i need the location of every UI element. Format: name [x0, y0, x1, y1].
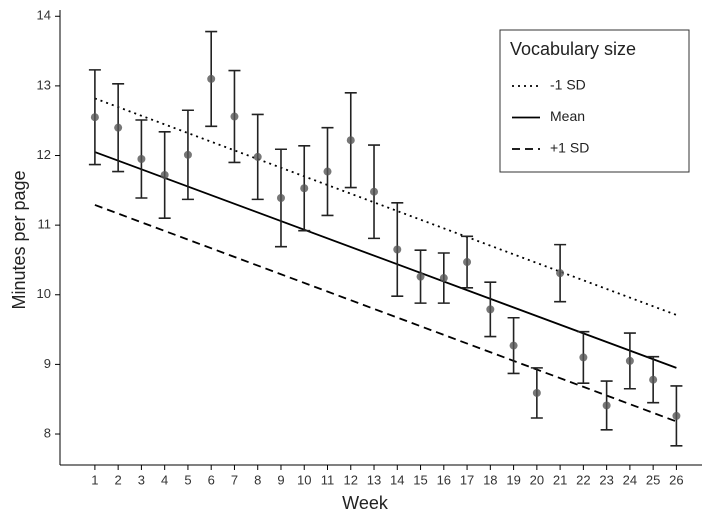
x-tick-label: 19 [506, 472, 520, 487]
x-tick-label: 15 [413, 472, 427, 487]
point [509, 341, 518, 350]
x-tick-label: 3 [138, 472, 145, 487]
y-tick-label: 12 [37, 147, 51, 162]
x-tick-label: 14 [390, 472, 404, 487]
y-tick-label: 8 [44, 425, 51, 440]
x-tick-label: 26 [669, 472, 683, 487]
x-tick-label: 8 [254, 472, 261, 487]
y-tick-label: 14 [37, 8, 51, 23]
x-tick-label: 16 [437, 472, 451, 487]
point [323, 167, 332, 176]
y-tick-label: 13 [37, 77, 51, 92]
point [556, 269, 565, 278]
x-axis-title: Week [342, 493, 389, 513]
point [649, 375, 658, 384]
point [439, 274, 448, 283]
legend-label: Mean [550, 108, 585, 124]
x-tick-label: 11 [321, 472, 335, 487]
x-tick-label: 4 [161, 472, 168, 487]
point [486, 305, 495, 314]
x-tick-label: 25 [646, 472, 660, 487]
point [114, 123, 123, 132]
x-tick-label: 13 [367, 472, 381, 487]
point [416, 272, 425, 281]
point [276, 193, 285, 202]
trend-line [94, 97, 677, 316]
point [90, 113, 99, 122]
point [230, 112, 239, 121]
legend-label: +1 SD [550, 140, 589, 156]
x-tick-label: 5 [184, 472, 191, 487]
point [672, 411, 681, 420]
legend-label: -1 SD [550, 77, 586, 93]
trend-line [94, 204, 677, 423]
x-tick-label: 17 [460, 472, 474, 487]
point [532, 388, 541, 397]
point [602, 401, 611, 410]
x-tick-label: 20 [530, 472, 544, 487]
point [207, 74, 216, 83]
x-tick-label: 10 [297, 472, 311, 487]
point [160, 171, 169, 180]
y-tick-label: 10 [37, 286, 51, 301]
point [393, 245, 402, 254]
x-tick-label: 18 [483, 472, 497, 487]
x-tick-label: 1 [91, 472, 98, 487]
point [370, 187, 379, 196]
x-tick-label: 23 [599, 472, 613, 487]
x-tick-label: 24 [623, 472, 637, 487]
y-tick-label: 11 [38, 217, 52, 232]
point [300, 184, 309, 193]
legend-title: Vocabulary size [510, 39, 636, 59]
x-tick-label: 21 [553, 472, 567, 487]
point [253, 152, 262, 161]
y-axis-title: Minutes per page [9, 170, 29, 309]
point [137, 154, 146, 163]
x-tick-label: 9 [277, 472, 284, 487]
trend-line [94, 151, 677, 369]
x-tick-label: 22 [576, 472, 590, 487]
point [625, 356, 634, 365]
point [579, 353, 588, 362]
point [463, 258, 472, 267]
point [346, 136, 355, 145]
x-tick-label: 2 [115, 472, 122, 487]
x-tick-label: 6 [208, 472, 215, 487]
x-tick-label: 12 [344, 472, 358, 487]
x-tick-label: 7 [231, 472, 238, 487]
y-tick-label: 9 [44, 356, 51, 371]
point [183, 150, 192, 159]
